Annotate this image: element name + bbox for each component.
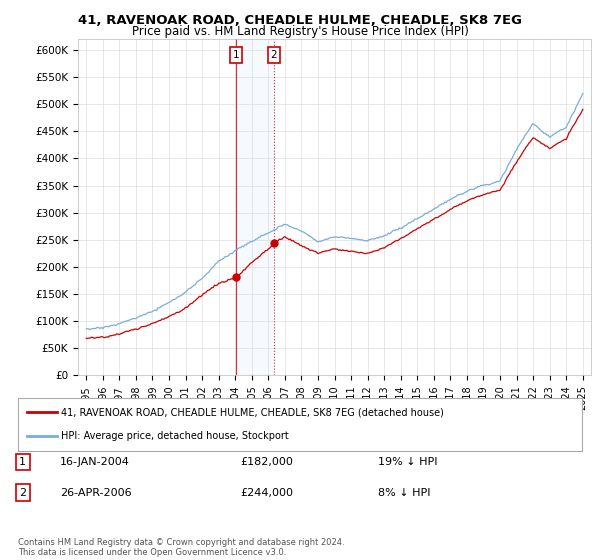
Text: Price paid vs. HM Land Registry's House Price Index (HPI): Price paid vs. HM Land Registry's House …	[131, 25, 469, 38]
Text: 41, RAVENOAK ROAD, CHEADLE HULME, CHEADLE, SK8 7EG (detached house): 41, RAVENOAK ROAD, CHEADLE HULME, CHEADL…	[61, 408, 444, 418]
Text: 1: 1	[233, 50, 239, 60]
Text: 8% ↓ HPI: 8% ↓ HPI	[378, 488, 431, 498]
Text: 19% ↓ HPI: 19% ↓ HPI	[378, 457, 437, 467]
Text: 26-APR-2006: 26-APR-2006	[60, 488, 131, 498]
Text: HPI: Average price, detached house, Stockport: HPI: Average price, detached house, Stoc…	[61, 431, 289, 441]
Bar	[236, 39, 274, 375]
Text: 2: 2	[19, 488, 26, 498]
Text: £182,000: £182,000	[240, 457, 293, 467]
Text: 1: 1	[19, 457, 26, 467]
Text: 41, RAVENOAK ROAD, CHEADLE HULME, CHEADLE, SK8 7EG: 41, RAVENOAK ROAD, CHEADLE HULME, CHEADL…	[78, 14, 522, 27]
Text: Contains HM Land Registry data © Crown copyright and database right 2024.
This d: Contains HM Land Registry data © Crown c…	[18, 538, 344, 557]
Text: £244,000: £244,000	[240, 488, 293, 498]
Text: 2: 2	[270, 50, 277, 60]
Text: 16-JAN-2004: 16-JAN-2004	[60, 457, 130, 467]
